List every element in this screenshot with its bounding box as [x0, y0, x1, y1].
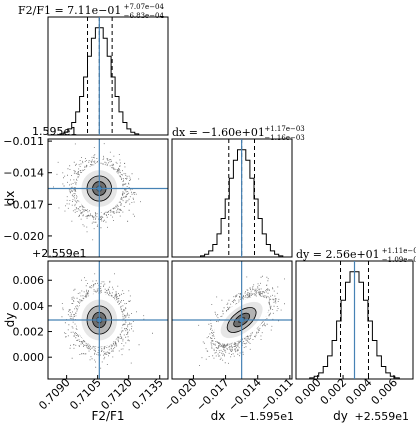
- hist-panel-dy: dy = 2.56e+01+1.11e−03−1.09e−03: [295, 247, 416, 380]
- title-value: dy = 2.56e+01: [296, 248, 380, 261]
- x-tick-label: −0.014: [226, 376, 264, 414]
- panel-frame: [47, 260, 169, 380]
- panel-frame: [47, 16, 169, 136]
- panel-title: dy = 2.56e+01+1.11e−03−1.09e−03: [296, 247, 416, 264]
- x-tick-label: 0.000: [292, 376, 323, 407]
- scatter-panel-F2/F1-dx: [47, 138, 169, 258]
- x-tick-label: 0.7090: [36, 376, 72, 412]
- x-axis-label: F2/F1: [91, 409, 124, 423]
- panel-frame: [171, 260, 293, 380]
- y-tick-label: 0.000: [13, 351, 45, 364]
- panel-title: F2/F1 = 7.11e−01 +7.07e−04−6.83e−04: [18, 3, 165, 20]
- x-tick-label: 0.7135: [129, 376, 165, 412]
- title-minus-error: −6.83e−04: [124, 12, 165, 20]
- panel-frame: [171, 138, 293, 258]
- y-offset-label: 1.595e1: [32, 125, 77, 138]
- scatter-points: [61, 273, 153, 369]
- y-axis-label: dx: [3, 191, 17, 206]
- x-tick-label: 0.002: [318, 376, 349, 407]
- x-tick-label: 0.004: [343, 376, 374, 407]
- y-tick-label: −0.011: [3, 135, 44, 148]
- y-axis-label: dy: [3, 313, 17, 328]
- title-plus-error: +1.17e−03: [264, 125, 304, 133]
- hist-panel-dx: dx = −1.60e+01 +1.17e−03−1.16e−03: [171, 125, 305, 258]
- title-plus-error: +7.07e−04: [124, 3, 165, 11]
- title-value: F2/F1 = 7.11e−01: [18, 4, 121, 17]
- x-axis-label: dx: [211, 409, 226, 423]
- y-tick-label: −0.020: [3, 230, 44, 243]
- truth-marker: [97, 318, 102, 322]
- panel-title: dx = −1.60e+01 +1.17e−03−1.16e−03: [172, 125, 305, 142]
- truth-marker: [239, 318, 244, 322]
- y-offset-label: +2.559e1: [32, 247, 86, 260]
- x-tick-label: 0.7120: [98, 376, 134, 412]
- x-offset-label: +2.559e1: [355, 410, 409, 423]
- x-axis-label: dy: [333, 409, 348, 423]
- title-minus-error: −1.09e−03: [382, 256, 416, 264]
- title-value: dx = −1.60e+01: [172, 126, 265, 139]
- y-tick-label: 0.002: [13, 326, 45, 339]
- hist-panel-F2/F1: F2/F1 = 7.11e−01 +7.07e−04−6.83e−04: [18, 3, 169, 136]
- x-tick-label: −0.011: [258, 376, 296, 414]
- panel-frame: [47, 138, 169, 258]
- scatter-points: [53, 143, 141, 241]
- y-tick-label: 0.004: [13, 300, 45, 313]
- y-tick-label: −0.014: [3, 167, 44, 180]
- scatter-panel-F2/F1-dy: [47, 260, 169, 380]
- y-tick-label: 0.006: [13, 274, 45, 287]
- x-tick-label: 0.006: [369, 376, 400, 407]
- scatter-panel-dx-dy: [171, 260, 293, 380]
- title-minus-error: −1.16e−03: [264, 134, 304, 142]
- x-tick-label: −0.020: [162, 376, 200, 414]
- x-offset-label: −1.595e1: [240, 410, 294, 423]
- y-tick-label: −0.017: [3, 198, 44, 211]
- truth-marker: [97, 186, 102, 191]
- title-plus-error: +1.11e−03: [382, 247, 416, 255]
- x-tick-label: 0.7105: [67, 376, 103, 412]
